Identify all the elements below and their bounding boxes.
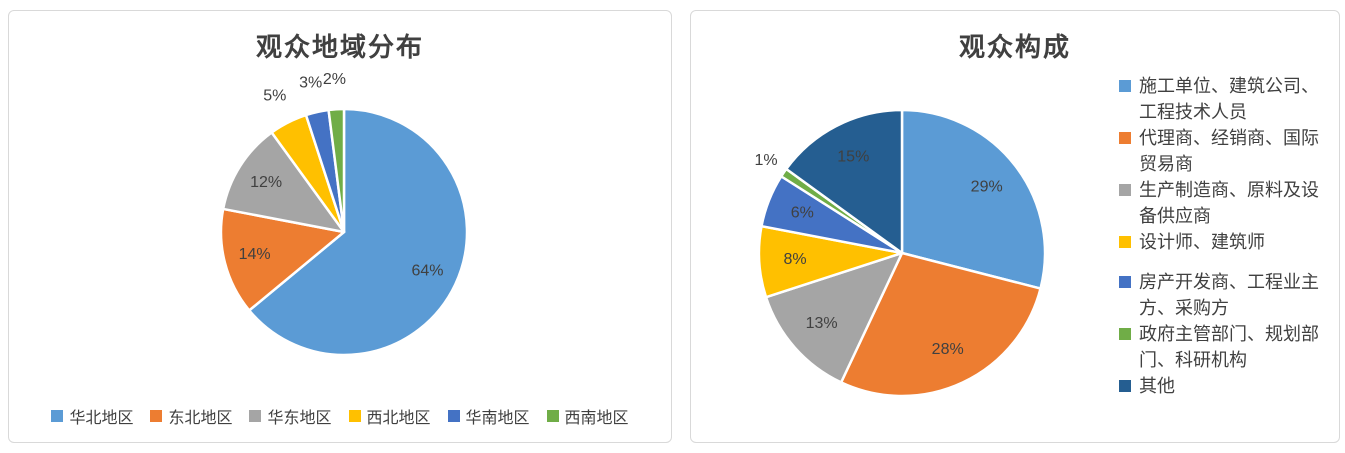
legend-swatch-icon [51,410,64,422]
legend-region-distribution: 华北地区 东北地区 华东地区 西北地区 华南地区 西南地区 [9,404,671,428]
legend-label: 华北地区 [69,410,134,427]
legend-label: 华南地区 [465,410,530,427]
legend-swatch-icon [1119,276,1131,288]
pie-slice-label: 64% [411,263,443,280]
chart-card-region-distribution: 观众地域分布 64% 14% 12% 5% 3% 2% 华北地区 东北地区 华东地区 西北地区华… [8,10,672,443]
legend-label: 东北地区 [168,410,233,427]
legend-item: 房产开发商、工程业主方、采购方 [1119,269,1331,321]
legend-item: 生产制造商、原料及设备供应商 [1119,177,1331,229]
legend-item: 东北地区 [150,404,232,428]
pie-slice-label: 1% [754,152,777,169]
pie-slice-label: 14% [239,246,271,263]
legend-label: 房产开发商、工程业主方、采购方 [1139,272,1319,318]
legend-label: 西北地区 [366,410,431,427]
chart-card-audience-composition: 观众构成 29% 28% 13% 8% 6% 1% 15% 施工单位、建筑公司、工程技术人员… [690,10,1340,443]
chart-title-region-distribution: 观众地域分布 [255,32,424,62]
legend-label: 生产制造商、原料及设备供应商 [1139,180,1319,226]
legend-label: 其他 [1139,376,1175,396]
legend-swatch-icon [1119,80,1131,92]
legend-swatch-icon [1119,328,1131,340]
legend-item: 政府主管部门、规划部门、科研机构 [1119,321,1331,373]
pie-slice-label: 13% [806,315,838,332]
legend-swatch-icon [249,410,262,422]
legend-swatch-icon [1119,236,1131,248]
legend-label: 施工单位、建筑公司、工程技术人员 [1139,76,1319,122]
pie-slice-label: 12% [250,174,282,191]
pie-plot-region-distribution: 64% 14% 12% 5% 3% 2% [219,71,469,357]
legend-swatch-icon [1119,184,1131,196]
legend-item: 华北地区 [51,404,133,428]
legend-label: 代理商、经销商、国际贸易商 [1139,128,1319,174]
pie-slice-label: 6% [791,205,814,222]
pie-slice-29% [900,108,1047,290]
legend-swatch-icon [1119,132,1131,144]
pie-slice-28% [839,251,1042,398]
legend-item: 代理商、经销商、国际贸易商 [1119,125,1331,177]
chart-title-audience-composition: 观众构成 [958,32,1071,62]
pie-slice-13% [764,251,904,384]
pie-slice-label: 15% [837,149,869,166]
legend-item: 西南地区 [546,404,629,428]
legend-label: 政府主管部门、规划部门、科研机构 [1139,324,1319,370]
pie-slice-label: 3% [299,74,322,91]
legend-swatch-icon [546,410,559,422]
legend-item: 西北地区 [348,404,431,428]
legend-label: 华东地区 [267,410,332,427]
legend-item: 华南地区 [447,404,530,428]
legend-swatch-icon [150,410,163,422]
pie-slice-label: 28% [932,341,964,358]
legend-item: 其他 [1119,373,1331,399]
legend-item: 施工单位、建筑公司、工程技术人员 [1119,73,1331,125]
pie-slice-label: 29% [971,179,1003,196]
pie-slice-label: 2% [323,71,346,88]
pie-slice-12% [221,131,346,234]
legend-swatch-icon [348,410,361,422]
pie-slice-2% [327,107,346,234]
pie-slice-14% [219,207,346,312]
legend-swatch-icon [447,410,460,422]
legend-item: 设计师、建筑师 [1119,229,1331,255]
legend-swatch-icon [1119,380,1131,392]
legend-item: 华东地区 [249,404,332,428]
legend-audience-composition: 施工单位、建筑公司、工程技术人员 代理商、经销商、国际贸易商 生产制造商、原料及设备… [1119,73,1331,413]
legend-label: 设计师、建筑师 [1139,232,1265,252]
pie-slice-label: 8% [783,251,806,268]
pie-slice-64% [247,107,469,357]
pie-slice-label: 5% [263,87,286,104]
legend-label: 西南地区 [564,410,629,427]
pie-plot-audience-composition: 29% 28% 13% 8% 6% 1% 15% [754,108,1047,398]
pie-slice-15% [785,108,904,255]
